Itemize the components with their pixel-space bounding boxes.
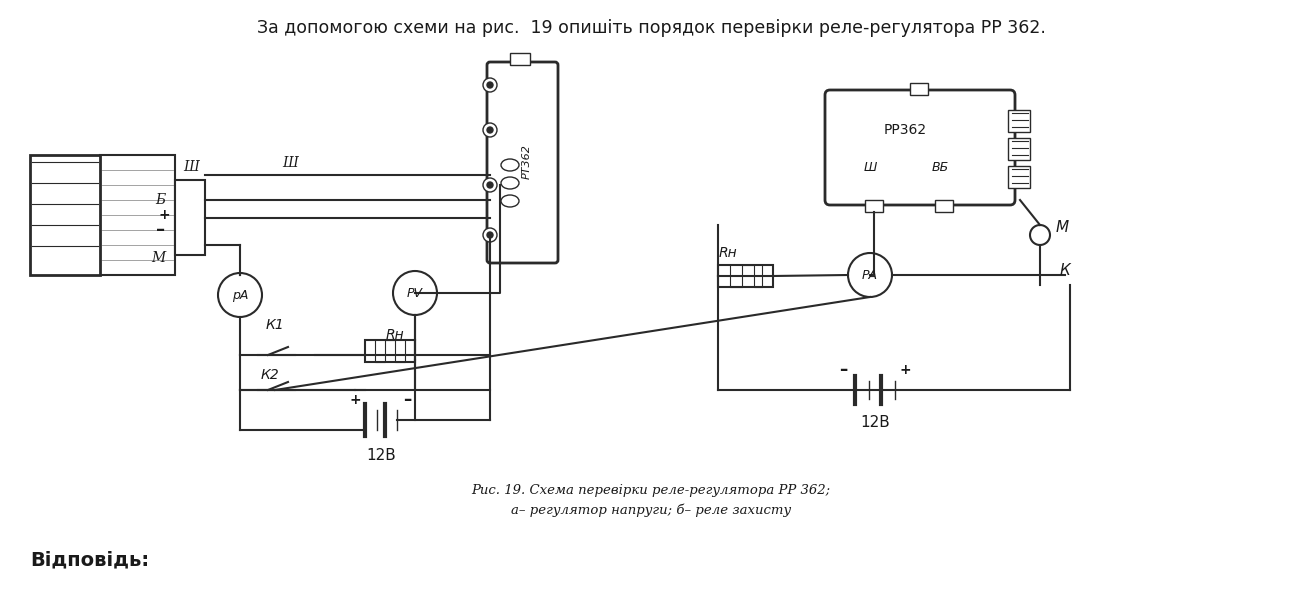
Text: М: М bbox=[151, 251, 165, 265]
Ellipse shape bbox=[501, 159, 519, 171]
Text: К2: К2 bbox=[260, 368, 280, 382]
Text: За допомогою схеми на рис.  19 опишіть порядок перевірки реле-регулятора РР 362.: За допомогою схеми на рис. 19 опишіть по… bbox=[256, 19, 1046, 37]
Text: Rн: Rн bbox=[385, 328, 405, 342]
Text: Rн: Rн bbox=[719, 246, 737, 260]
Text: 12В: 12В bbox=[861, 415, 889, 430]
Text: а– регулятор напруги; б– реле захисту: а– регулятор напруги; б– реле захисту bbox=[510, 503, 792, 516]
Circle shape bbox=[483, 178, 497, 192]
Bar bbox=[100, 155, 174, 275]
Text: Б: Б bbox=[155, 193, 165, 207]
Text: Відповідь:: Відповідь: bbox=[30, 550, 150, 569]
Bar bbox=[910, 83, 928, 95]
Circle shape bbox=[483, 78, 497, 92]
Text: Ш: Ш bbox=[863, 161, 876, 174]
Text: –: – bbox=[402, 391, 411, 409]
Circle shape bbox=[483, 123, 497, 137]
Bar bbox=[174, 180, 204, 255]
Text: +: + bbox=[900, 363, 911, 377]
Circle shape bbox=[848, 253, 892, 297]
FancyBboxPatch shape bbox=[487, 62, 559, 263]
Bar bbox=[46, 160, 100, 178]
Bar bbox=[717, 265, 773, 287]
Text: Ш: Ш bbox=[283, 156, 298, 170]
Text: PV: PV bbox=[408, 287, 423, 299]
Bar bbox=[46, 248, 100, 266]
Bar bbox=[935, 200, 953, 212]
Bar bbox=[1008, 166, 1030, 188]
FancyBboxPatch shape bbox=[825, 90, 1016, 205]
Circle shape bbox=[1030, 225, 1049, 245]
Circle shape bbox=[487, 232, 493, 238]
Circle shape bbox=[393, 271, 437, 315]
Text: –: – bbox=[838, 361, 848, 379]
Text: 12В: 12В bbox=[366, 447, 396, 462]
Text: К: К bbox=[1060, 262, 1070, 277]
Bar bbox=[1008, 110, 1030, 132]
Text: –: – bbox=[156, 221, 165, 239]
Circle shape bbox=[483, 228, 497, 242]
Text: ВБ: ВБ bbox=[931, 161, 949, 174]
Text: РТ362: РТ362 bbox=[522, 145, 533, 180]
Text: +: + bbox=[159, 208, 171, 222]
Text: +: + bbox=[349, 393, 361, 407]
Bar bbox=[1008, 138, 1030, 160]
Text: М: М bbox=[1056, 220, 1069, 234]
Ellipse shape bbox=[501, 195, 519, 207]
Circle shape bbox=[487, 182, 493, 188]
Text: Ш: Ш bbox=[184, 160, 199, 174]
Bar bbox=[510, 53, 530, 65]
Bar bbox=[865, 200, 883, 212]
Text: РР362: РР362 bbox=[884, 123, 927, 137]
Text: К1: К1 bbox=[266, 318, 284, 332]
Circle shape bbox=[487, 82, 493, 88]
Circle shape bbox=[217, 273, 262, 317]
Ellipse shape bbox=[501, 177, 519, 189]
Bar bbox=[46, 204, 100, 222]
Bar bbox=[365, 340, 415, 362]
Text: рА: рА bbox=[232, 289, 249, 302]
Text: РА: РА bbox=[862, 268, 878, 281]
Bar bbox=[46, 182, 100, 200]
Text: Рис. 19. Схема перевірки реле-регулятора РР 362;: Рис. 19. Схема перевірки реле-регулятора… bbox=[471, 484, 831, 496]
Bar bbox=[30, 155, 100, 275]
Circle shape bbox=[487, 127, 493, 133]
Bar bbox=[46, 226, 100, 244]
